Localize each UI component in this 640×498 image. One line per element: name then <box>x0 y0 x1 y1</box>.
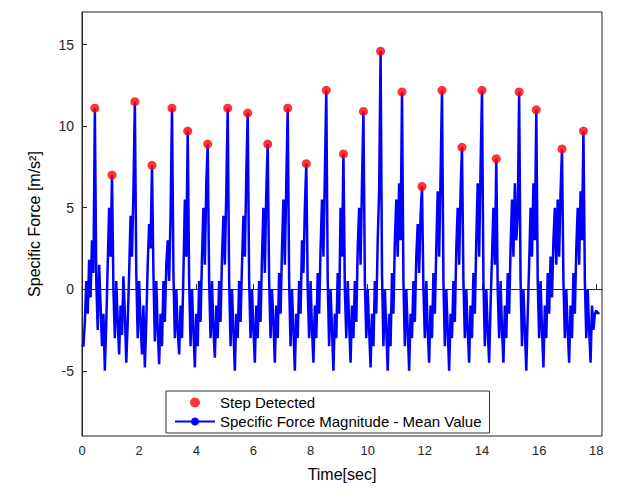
svg-text:4: 4 <box>193 443 200 458</box>
svg-text:5: 5 <box>66 200 74 216</box>
svg-text:-5: -5 <box>62 363 75 379</box>
svg-text:Step Detected: Step Detected <box>220 394 315 411</box>
svg-text:10: 10 <box>58 118 74 134</box>
svg-text:15: 15 <box>58 37 74 53</box>
svg-text:18: 18 <box>589 443 603 458</box>
svg-text:0: 0 <box>78 443 85 458</box>
svg-text:Specific Force Magnitude - Mea: Specific Force Magnitude - Mean Value <box>220 413 482 430</box>
svg-text:12: 12 <box>418 443 432 458</box>
svg-text:0: 0 <box>66 281 74 297</box>
svg-text:14: 14 <box>475 443 489 458</box>
svg-text:Specific Force [m/s²]: Specific Force [m/s²] <box>26 151 43 297</box>
svg-text:16: 16 <box>532 443 546 458</box>
svg-text:2: 2 <box>136 443 143 458</box>
svg-text:8: 8 <box>307 443 314 458</box>
svg-text:6: 6 <box>250 443 257 458</box>
svg-text:10: 10 <box>360 443 374 458</box>
svg-text:Time[sec]: Time[sec] <box>308 466 377 483</box>
